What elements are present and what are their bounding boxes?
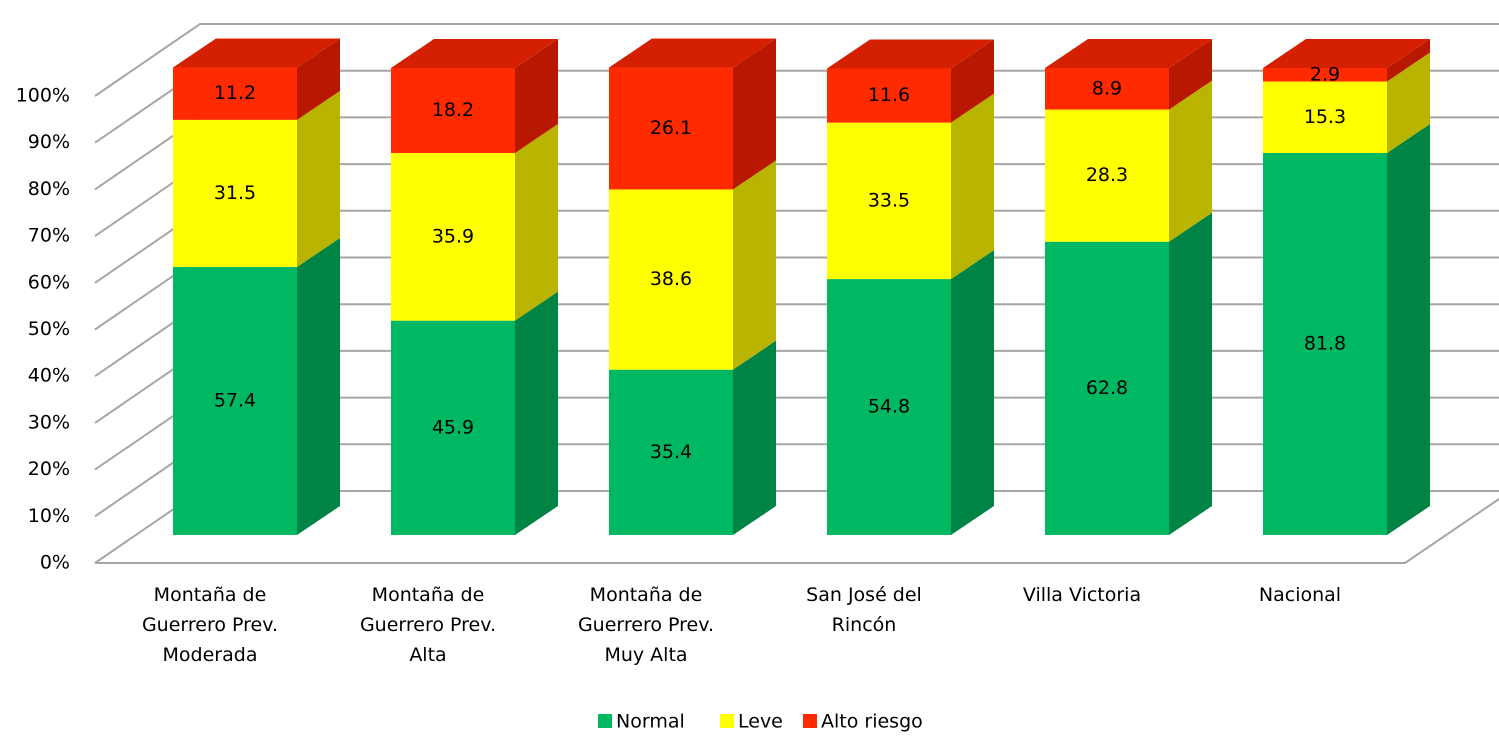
y-tick-label: 10% <box>28 505 70 527</box>
data-label: 11.6 <box>868 84 910 106</box>
x-tick-label: Montaña de Guerrero Prev. Muy Alta <box>577 584 715 666</box>
bar-segment <box>609 369 733 535</box>
bar-side <box>733 340 776 535</box>
bar-segment <box>609 189 733 370</box>
y-tick-label: 60% <box>28 271 70 293</box>
data-label: 26.1 <box>650 117 692 139</box>
bar-segment <box>391 152 515 321</box>
y-tick-label: 30% <box>28 411 70 433</box>
x-tick-label: San José del Rincón <box>806 584 922 636</box>
bar-top <box>1263 39 1430 68</box>
bar-side <box>951 93 994 280</box>
bar-top <box>827 39 994 69</box>
bar-side <box>951 250 994 536</box>
bar-side <box>297 237 340 535</box>
data-label: 15.3 <box>1304 106 1346 128</box>
bar-top <box>173 38 340 68</box>
bar-segment <box>173 67 297 120</box>
x-tick-label: Montaña de Guerrero Prev. Alta <box>359 584 497 666</box>
bar-side <box>1169 39 1212 110</box>
bar-segment <box>1263 68 1387 82</box>
bar-side <box>733 38 776 190</box>
x-tick-label: Villa Victoria <box>1022 584 1142 606</box>
bar-side <box>515 123 558 321</box>
grid-line <box>94 23 1499 97</box>
bar-segment <box>1045 109 1169 242</box>
floor <box>95 498 1499 564</box>
data-label: 45.9 <box>432 416 474 438</box>
legend-label: Alto riesgo <box>821 711 923 733</box>
bar-side <box>515 291 558 535</box>
bar-segment <box>173 119 297 267</box>
data-label: 11.2 <box>214 82 256 104</box>
bar-side <box>1387 39 1430 82</box>
bar-segment <box>1263 81 1387 153</box>
data-label: 28.3 <box>1086 164 1128 186</box>
bar-segment <box>173 266 297 535</box>
data-label: 2.9 <box>1310 63 1340 85</box>
data-label: 54.8 <box>868 396 910 418</box>
bar-segment <box>1263 152 1387 535</box>
y-tick-label: 50% <box>28 318 70 340</box>
legend-swatch <box>598 714 612 728</box>
data-label: 33.5 <box>868 189 910 211</box>
bar-side <box>297 90 340 267</box>
y-tick-label: 40% <box>28 365 70 387</box>
bar-side <box>1387 123 1430 535</box>
bar-side <box>951 39 994 123</box>
y-tick-label: 20% <box>28 458 70 480</box>
data-label: 18.2 <box>432 99 474 121</box>
bar-segment <box>1045 68 1169 110</box>
legend-swatch <box>720 714 734 728</box>
bar-segment <box>391 320 515 535</box>
bar-segment <box>391 68 515 153</box>
bar-side <box>515 39 558 153</box>
bar-side <box>297 38 340 120</box>
legend-label: Normal <box>616 711 685 733</box>
bar-side <box>1387 52 1430 153</box>
bar-segment <box>609 67 733 190</box>
y-tick-label: 90% <box>28 131 70 153</box>
data-label: 62.8 <box>1086 377 1128 399</box>
bar-top <box>391 39 558 68</box>
data-label: 57.4 <box>214 389 256 411</box>
bar-segment <box>827 68 951 123</box>
legend-swatch <box>803 714 817 728</box>
x-tick-label: Nacional <box>1258 584 1342 606</box>
data-label: 38.6 <box>650 268 692 290</box>
bar-side <box>1169 80 1212 242</box>
y-tick-label: 70% <box>28 225 70 247</box>
legend-label: Leve <box>738 711 783 733</box>
bar-top <box>1045 39 1212 68</box>
bar-segment <box>827 279 951 535</box>
y-tick-label: 100% <box>16 85 70 107</box>
bar-segment <box>827 122 951 280</box>
data-label: 81.8 <box>1304 332 1346 354</box>
data-label: 31.5 <box>214 182 256 204</box>
bar-segment <box>1045 241 1169 535</box>
y-tick-label: 0% <box>40 552 70 574</box>
x-tick-label: Montaña de Guerrero Prev. Moderada <box>141 584 279 666</box>
data-label: 35.4 <box>650 441 692 463</box>
y-tick-label: 80% <box>28 178 70 200</box>
data-label: 35.9 <box>432 225 474 247</box>
bar-top <box>609 38 776 68</box>
bar-side <box>1169 212 1212 535</box>
data-label: 8.9 <box>1092 77 1122 99</box>
bar-side <box>733 160 776 370</box>
